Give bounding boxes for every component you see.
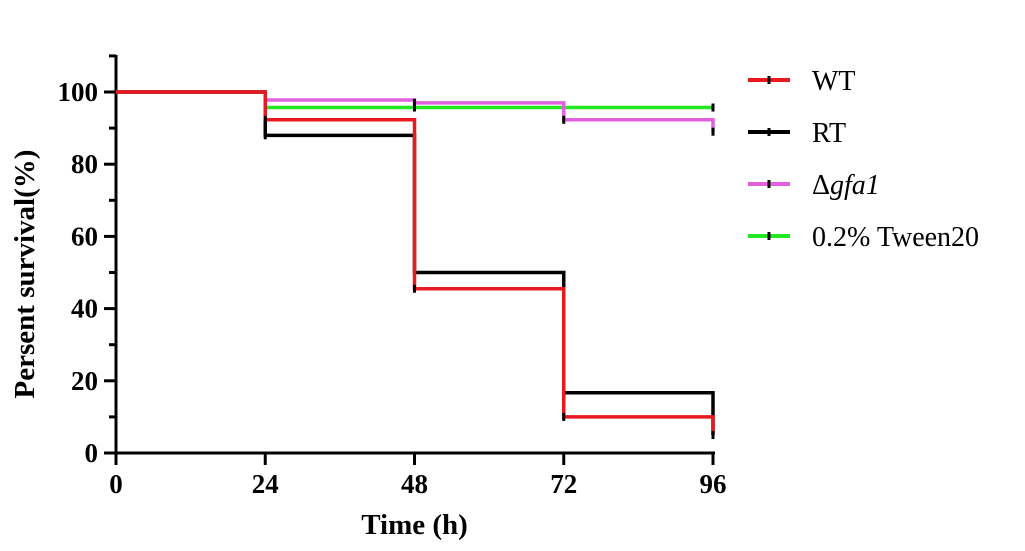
legend-item: 0.2% Tween20 — [748, 222, 979, 253]
x-axis-title: Time (h) — [361, 509, 468, 541]
legend-label: RT — [812, 118, 846, 149]
y-tick-label: 80 — [71, 149, 98, 179]
x-tick-label: 48 — [401, 469, 428, 499]
legend-label: WT — [812, 66, 856, 97]
y-ticks: 0 20 40 60 80 100 — [58, 54, 116, 468]
series-1 — [116, 90, 715, 439]
y-tick-label: 60 — [71, 221, 98, 251]
legend-item: RT — [748, 118, 846, 149]
y-tick-label: 100 — [58, 77, 99, 107]
series-line — [116, 90, 715, 435]
x-tick-label: 24 — [252, 469, 279, 499]
y-axis-title: Persent survival(%) — [9, 150, 41, 399]
legend: WT RT Δgfa1 0.2% Tween20 — [748, 66, 979, 253]
y-tick-label: 20 — [71, 366, 98, 396]
legend-label: 0.2% Tween20 — [812, 222, 979, 253]
y-tick-label: 40 — [71, 294, 98, 324]
legend-item: WT — [748, 66, 856, 97]
y-tick-label: 0 — [85, 438, 99, 468]
series-group — [116, 90, 715, 439]
x-tick-label: 96 — [700, 469, 727, 499]
legend-item: Δgfa1 — [748, 170, 880, 201]
x-tick-label: 72 — [550, 469, 577, 499]
x-tick-label: 0 — [109, 469, 123, 499]
legend-label: Δgfa1 — [812, 170, 880, 201]
x-ticks: 0 24 48 72 96 — [109, 453, 727, 499]
